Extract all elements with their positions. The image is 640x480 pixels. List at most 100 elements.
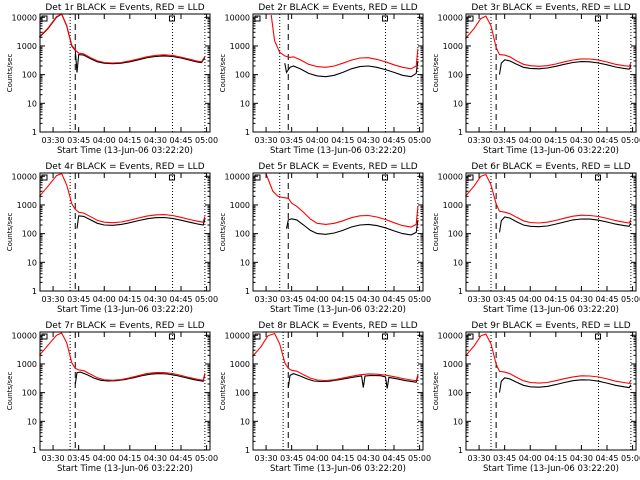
x-tick-label: 05:00: [408, 295, 431, 304]
x-tick-label: 04:15: [331, 454, 354, 463]
y-tick-label: 1000: [230, 201, 250, 210]
x-tick-label: 04:45: [382, 136, 405, 145]
x-tick-label: 05:00: [408, 454, 431, 463]
x-axis-label: Start Time (13-Jun-06 03:22:20): [270, 305, 406, 315]
lld-series-line: [38, 332, 206, 381]
y-tick-label: 10: [27, 258, 37, 267]
y-tick-label: 1: [458, 446, 463, 455]
x-tick-label: 03:30: [468, 295, 491, 304]
chart-panel-5: Det 5r BLACK = Events, RED = LLD 1 10 100 10…: [219, 162, 431, 315]
x-tick-label: 04:30: [144, 454, 167, 463]
chart-panel-6: Det 6r BLACK = Events, RED = LLD 1 10 100 10…: [432, 162, 640, 315]
x-tick-label: 05:00: [195, 295, 218, 304]
chart-title: Det 6r BLACK = Events, RED = LLD: [471, 162, 630, 172]
y-tick-label: 10000: [225, 172, 250, 181]
lld-series-line: [265, 173, 419, 228]
chart-panel-4: Det 4r BLACK = Events, RED = LLD 1 10 100 10…: [6, 162, 218, 315]
y-axis-label: Counts/sec: [219, 372, 227, 411]
y-tick-label: 1: [245, 446, 250, 455]
x-tick-label: 03:45: [67, 295, 90, 304]
corner-box-marker: [168, 174, 175, 181]
y-tick-label: 100: [22, 389, 37, 398]
corner-box-marker: [381, 15, 388, 22]
x-tick-label: 03:45: [67, 136, 90, 145]
x-axis-label: Start Time (13-Jun-06 03:22:20): [57, 146, 193, 156]
corner-box-marker: [381, 333, 388, 340]
x-tick-label: 04:15: [118, 295, 141, 304]
corner-box-marker: [594, 333, 601, 340]
chart-title: Det 2r BLACK = Events, RED = LLD: [258, 3, 417, 13]
y-tick-label: 1000: [17, 360, 37, 369]
y-axis-label: Counts/sec: [6, 54, 14, 93]
y-tick-label: 1000: [230, 42, 250, 51]
y-tick-label: 10000: [438, 13, 463, 22]
y-tick-label: 100: [448, 389, 463, 398]
x-tick-label: 04:30: [570, 454, 593, 463]
plot-frame: [465, 172, 637, 292]
x-tick-label: 04:30: [357, 454, 380, 463]
y-tick-label: 10: [453, 417, 463, 426]
x-tick-label: 04:15: [118, 136, 141, 145]
corner-box-marker: [168, 333, 175, 340]
x-tick-label: 05:00: [621, 136, 640, 145]
plot-frame: [252, 331, 424, 451]
y-tick-label: 10000: [225, 331, 250, 340]
y-tick-label: 1000: [17, 42, 37, 51]
x-tick-label: 04:45: [595, 136, 618, 145]
plot-frame: [252, 172, 424, 292]
chart-title: Det 1r BLACK = Events, RED = LLD: [45, 3, 204, 13]
y-tick-label: 100: [448, 71, 463, 80]
x-tick-label: 04:15: [544, 295, 567, 304]
x-tick-label: 04:15: [331, 295, 354, 304]
x-tick-label: 03:45: [280, 136, 303, 145]
x-axis-label: Start Time (13-Jun-06 03:22:20): [483, 305, 619, 315]
x-tick-label: 04:00: [306, 136, 329, 145]
x-tick-label: 04:30: [357, 136, 380, 145]
x-tick-label: 03:30: [42, 136, 65, 145]
x-tick-label: 04:45: [169, 136, 192, 145]
y-tick-label: 1: [245, 128, 250, 137]
x-axis-label: Start Time (13-Jun-06 03:22:20): [483, 146, 619, 156]
plot-frame: [39, 172, 211, 292]
x-tick-label: 04:45: [382, 295, 405, 304]
x-axis-label: Start Time (13-Jun-06 03:22:20): [483, 464, 619, 474]
x-axis-label: Start Time (13-Jun-06 03:22:20): [270, 146, 406, 156]
corner-box-marker: [594, 15, 601, 22]
y-tick-label: 1000: [443, 42, 463, 51]
x-tick-label: 05:00: [408, 136, 431, 145]
plot-frame: [252, 13, 424, 133]
x-tick-label: 03:45: [67, 454, 90, 463]
x-tick-label: 05:00: [621, 454, 640, 463]
plot-frame: [465, 331, 637, 451]
x-tick-label: 03:30: [42, 454, 65, 463]
corner-box-marker: [168, 15, 175, 22]
y-tick-label: 1: [245, 287, 250, 296]
y-tick-label: 1: [32, 446, 37, 455]
y-tick-label: 10: [27, 417, 37, 426]
x-tick-label: 04:30: [570, 295, 593, 304]
events-series-line: [287, 373, 419, 389]
x-tick-label: 03:30: [255, 295, 278, 304]
y-tick-label: 10: [453, 99, 463, 108]
chart-panel-7: Det 7r BLACK = Events, RED = LLD 1 10 100 10…: [6, 321, 218, 474]
y-axis-label: Counts/sec: [219, 213, 227, 252]
y-tick-label: 100: [448, 230, 463, 239]
x-tick-label: 04:00: [519, 136, 542, 145]
corner-box-marker: [381, 174, 388, 181]
x-tick-label: 04:45: [169, 295, 192, 304]
x-tick-label: 04:15: [544, 136, 567, 145]
corner-box-marker: [594, 174, 601, 181]
x-tick-label: 04:45: [169, 454, 192, 463]
x-tick-label: 04:00: [306, 454, 329, 463]
plot-frame: [39, 13, 211, 133]
y-tick-label: 1: [458, 128, 463, 137]
chart-panel-3: Det 3r BLACK = Events, RED = LLD 1 10 100 10…: [432, 3, 640, 156]
events-series-line: [498, 59, 632, 75]
y-axis-label: Counts/sec: [432, 213, 440, 252]
lld-series-line: [270, 14, 419, 70]
x-tick-label: 04:45: [595, 295, 618, 304]
x-tick-label: 03:45: [493, 136, 516, 145]
y-tick-label: 1000: [443, 360, 463, 369]
lld-series-line: [464, 15, 632, 67]
